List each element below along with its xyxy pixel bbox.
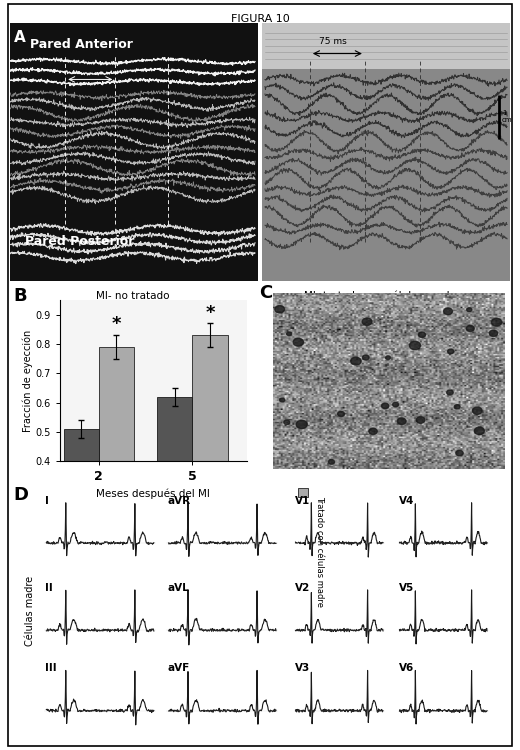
Circle shape: [489, 330, 498, 337]
Bar: [263, 22, 510, 69]
Circle shape: [447, 390, 453, 395]
Legend: No tratado, Tratado con células madre: No tratado, Tratado con células madre: [295, 328, 327, 501]
Text: I: I: [45, 496, 49, 506]
Circle shape: [419, 332, 425, 338]
Circle shape: [287, 332, 292, 336]
Circle shape: [456, 450, 463, 456]
Circle shape: [284, 420, 290, 424]
Text: Tratado con células madre: Tratado con células madre: [518, 326, 520, 436]
Circle shape: [362, 355, 369, 360]
Circle shape: [293, 338, 304, 346]
Circle shape: [448, 349, 454, 354]
Text: aVF: aVF: [167, 664, 190, 674]
Text: III: III: [45, 664, 57, 674]
Text: FIGURA 10: FIGURA 10: [231, 13, 289, 23]
X-axis label: Meses después del MI: Meses después del MI: [97, 489, 210, 500]
Text: D: D: [13, 487, 28, 505]
Circle shape: [369, 428, 377, 434]
Bar: [64, 429, 99, 578]
Text: Pared Anterior: Pared Anterior: [30, 38, 133, 51]
Circle shape: [466, 308, 472, 312]
Text: *: *: [112, 315, 121, 333]
Circle shape: [416, 417, 425, 423]
Circle shape: [280, 398, 285, 402]
Text: V2: V2: [295, 583, 310, 593]
Bar: [263, 69, 510, 281]
Bar: [10, 22, 257, 281]
Circle shape: [409, 341, 421, 350]
Bar: [99, 347, 134, 578]
Text: V1: V1: [295, 496, 310, 506]
Circle shape: [275, 305, 284, 313]
Text: 1
cm: 1 cm: [502, 110, 513, 124]
Text: Pared Posterior: Pared Posterior: [25, 235, 135, 248]
Text: V5: V5: [399, 583, 414, 593]
Text: aVL: aVL: [167, 583, 189, 593]
Circle shape: [473, 407, 482, 415]
Text: B: B: [13, 287, 27, 305]
Circle shape: [397, 418, 406, 424]
Text: V6: V6: [399, 664, 414, 674]
Text: aVR: aVR: [167, 496, 191, 506]
Circle shape: [385, 356, 391, 359]
Circle shape: [362, 318, 372, 326]
Circle shape: [454, 405, 460, 409]
Text: A: A: [15, 30, 26, 45]
Circle shape: [474, 427, 484, 435]
Circle shape: [393, 402, 399, 406]
Text: V4: V4: [399, 496, 414, 506]
Circle shape: [350, 357, 361, 365]
Circle shape: [337, 411, 344, 416]
Text: V3: V3: [295, 664, 310, 674]
Circle shape: [329, 460, 334, 464]
Text: MI- no tratado: MI- no tratado: [96, 291, 170, 302]
Circle shape: [444, 308, 452, 315]
Text: C: C: [259, 284, 272, 302]
Circle shape: [491, 318, 502, 326]
Text: II: II: [45, 583, 53, 593]
Text: 75 ms: 75 ms: [319, 38, 347, 46]
Circle shape: [296, 420, 307, 428]
Text: Células madre: Células madre: [25, 575, 35, 646]
Bar: [158, 397, 192, 578]
Y-axis label: Fracción de eyección: Fracción de eyección: [22, 329, 33, 432]
Bar: [192, 335, 228, 578]
Circle shape: [382, 404, 389, 409]
Text: MI- tratado con células madre: MI- tratado con células madre: [304, 291, 460, 302]
Text: *: *: [205, 304, 215, 322]
Circle shape: [466, 326, 474, 332]
